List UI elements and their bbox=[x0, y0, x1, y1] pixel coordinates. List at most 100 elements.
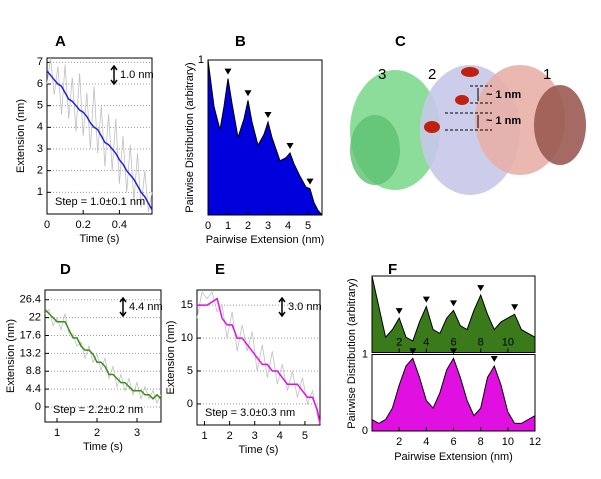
y-axis-label: Pairwise Distribution (arbitrary) bbox=[184, 62, 196, 212]
y-tick-label: 5 bbox=[37, 100, 43, 112]
data-line bbox=[46, 57, 153, 212]
protein-structure bbox=[350, 65, 586, 195]
area-fill bbox=[372, 276, 535, 353]
peak-marker bbox=[477, 285, 485, 292]
peak-marker bbox=[286, 143, 294, 149]
scale-arrow bbox=[119, 296, 127, 318]
peak-marker bbox=[306, 178, 314, 185]
y-tick-label: 1 bbox=[362, 348, 368, 360]
peak-marker bbox=[450, 348, 457, 355]
x-tick-label: 3 bbox=[252, 430, 258, 442]
y-tick-label: 17.6 bbox=[20, 329, 41, 341]
x-tick-label: 0 bbox=[44, 219, 50, 231]
y-tick-label: 0 bbox=[362, 425, 368, 437]
panel-letter: A bbox=[55, 33, 66, 50]
y-axis-label: Extension (nm) bbox=[15, 99, 27, 173]
x-tick-label: 6 bbox=[450, 336, 456, 348]
x-tick-label: 4 bbox=[423, 336, 429, 348]
x-tick-label: 1 bbox=[225, 220, 231, 232]
x-axis-label: Time (s) bbox=[83, 441, 123, 453]
x-tick-label: 1 bbox=[54, 427, 60, 439]
distance-label: ~ 1 nm bbox=[486, 115, 521, 127]
y-tick-label: 13.2 bbox=[20, 347, 41, 359]
domain-label: 3 bbox=[378, 66, 386, 83]
y-tick-label: 1 bbox=[37, 186, 43, 198]
x-axis-label: Time (s) bbox=[239, 444, 279, 456]
x-tick-label: 12 bbox=[529, 436, 541, 448]
panel-letter: C bbox=[395, 33, 406, 50]
y-tick-label: 15 bbox=[181, 299, 193, 311]
x-tick-label: 2 bbox=[396, 436, 402, 448]
area-outline bbox=[207, 59, 323, 216]
x-tick-label: 4 bbox=[277, 430, 283, 442]
x-axis-label: Time (s) bbox=[80, 233, 120, 245]
peak-marker bbox=[450, 300, 457, 307]
y-tick-label: 1 bbox=[198, 54, 204, 66]
y-tick-label: 6 bbox=[37, 78, 43, 90]
step-label: Step = 3.0±0.3 nm bbox=[205, 407, 295, 419]
marker-shape bbox=[461, 67, 479, 77]
scale-label: 1.0 nm bbox=[120, 69, 154, 81]
x-tick-label: 10 bbox=[502, 336, 514, 348]
y-tick-label: 4 bbox=[37, 121, 43, 133]
x-tick-label: 4 bbox=[285, 220, 291, 232]
panel-letter: D bbox=[60, 261, 71, 278]
y-tick-label: 26.4 bbox=[20, 294, 41, 306]
x-tick-label: 5 bbox=[302, 430, 308, 442]
domain-label: 1 bbox=[543, 66, 551, 83]
plot-frame bbox=[196, 289, 321, 426]
y-tick-label: 4.4 bbox=[26, 383, 41, 395]
x-tick-label: 3 bbox=[134, 427, 140, 439]
y-axis-label: Pairwise Distribution (arbitrary) bbox=[346, 278, 358, 428]
domain-label: 2 bbox=[428, 66, 436, 83]
scale-label: 4.4 nm bbox=[129, 301, 163, 313]
marker-shape bbox=[424, 121, 440, 133]
x-tick-label: 2 bbox=[396, 336, 402, 348]
marker-shape bbox=[455, 95, 469, 105]
panel-letter: F bbox=[388, 261, 397, 278]
scale-arrow bbox=[278, 296, 286, 318]
x-tick-label: 1 bbox=[201, 430, 207, 442]
data-line bbox=[197, 297, 321, 424]
area-outline bbox=[371, 357, 536, 424]
plot-frame bbox=[207, 59, 323, 216]
domain-3-shape bbox=[350, 115, 400, 185]
y-tick-label: 5 bbox=[187, 365, 193, 377]
panel-letter: E bbox=[215, 261, 225, 278]
x-tick-label: 2 bbox=[94, 427, 100, 439]
data-line bbox=[44, 308, 162, 400]
y-tick-label: 3 bbox=[37, 143, 43, 155]
peak-marker bbox=[224, 68, 232, 75]
x-tick-label: 2 bbox=[227, 430, 233, 442]
y-tick-label: 22 bbox=[29, 312, 41, 324]
y-tick-label: 2 bbox=[37, 165, 43, 177]
peak-marker bbox=[409, 348, 417, 355]
distance-label: ~ 1 nm bbox=[486, 89, 521, 101]
x-tick-label: 0.2 bbox=[76, 219, 91, 231]
y-axis-label: Extension (nm) bbox=[165, 321, 177, 395]
y-tick-label: 0 bbox=[35, 401, 41, 413]
area-outline bbox=[371, 275, 536, 342]
peak-marker bbox=[395, 308, 403, 315]
peak-marker bbox=[490, 355, 498, 362]
x-axis-label: Pairwise Extension (nm) bbox=[394, 451, 513, 463]
plot-frame bbox=[44, 289, 162, 423]
x-tick-label: 10 bbox=[502, 436, 514, 448]
y-tick-label: 7 bbox=[37, 56, 43, 68]
peak-marker bbox=[264, 112, 272, 118]
data-line bbox=[196, 291, 321, 424]
x-tick-label: 3 bbox=[265, 220, 271, 232]
panel-letter: B bbox=[235, 33, 246, 50]
area-fill bbox=[208, 60, 322, 215]
scale-arrow bbox=[110, 64, 118, 86]
step-label: Step = 1.0±0.1 nm bbox=[55, 196, 145, 208]
x-axis-label: Pairwise Extension (nm) bbox=[206, 234, 325, 246]
area-fill bbox=[372, 358, 535, 431]
peak-marker bbox=[511, 304, 519, 311]
x-tick-label: 0.4 bbox=[112, 219, 127, 231]
peak-marker bbox=[244, 90, 252, 97]
x-tick-label: 8 bbox=[478, 436, 484, 448]
y-axis-label: Extension (nm) bbox=[5, 319, 17, 393]
